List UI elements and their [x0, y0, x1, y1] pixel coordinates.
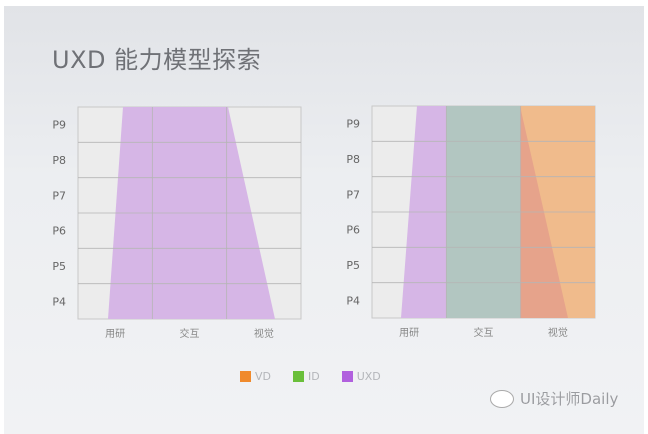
level-label: P9 — [346, 118, 360, 131]
right-chart: P9 P8 P7 P6 P5 P4 用研 交互 视觉 — [346, 105, 596, 339]
legend: VD ID UXD — [240, 370, 381, 383]
slide-title: UXD 能力模型探索 — [52, 46, 262, 74]
legend-item-uxd: UXD — [341, 370, 381, 383]
legend-item-vd: VD — [240, 370, 271, 383]
category-label: 交互 — [180, 327, 200, 340]
level-label: P7 — [52, 189, 66, 202]
level-label: P7 — [346, 188, 360, 201]
uxd-swatch — [341, 371, 353, 382]
brand-watermark: UI设计师Daily — [490, 388, 618, 409]
category-label: 视觉 — [548, 326, 568, 339]
brand-label: UI设计师Daily — [520, 390, 619, 408]
category-label: 用研 — [105, 328, 125, 340]
legend-item-id: ID — [293, 370, 320, 383]
legend-label: UXD — [356, 370, 381, 383]
level-label: P6 — [346, 224, 360, 237]
vd-swatch — [240, 371, 251, 382]
level-label: P6 — [52, 225, 66, 238]
legend-label: VD — [255, 370, 271, 383]
level-label: P4 — [52, 295, 66, 308]
legend-label: ID — [308, 370, 320, 383]
category-label: 交互 — [474, 326, 494, 339]
level-label: P8 — [346, 153, 360, 166]
level-label: P9 — [52, 119, 66, 132]
category-label: 视觉 — [254, 327, 274, 340]
level-label: P5 — [346, 259, 360, 272]
level-label: P8 — [52, 154, 66, 167]
wechat-icon — [490, 389, 514, 408]
level-label: P4 — [346, 294, 360, 307]
id-swatch — [293, 371, 304, 382]
category-label: 用研 — [399, 327, 419, 339]
left-chart: P9 P8 P7 P6 P5 P4 用研 交互 视觉 — [52, 106, 302, 340]
level-label: P5 — [52, 260, 66, 273]
